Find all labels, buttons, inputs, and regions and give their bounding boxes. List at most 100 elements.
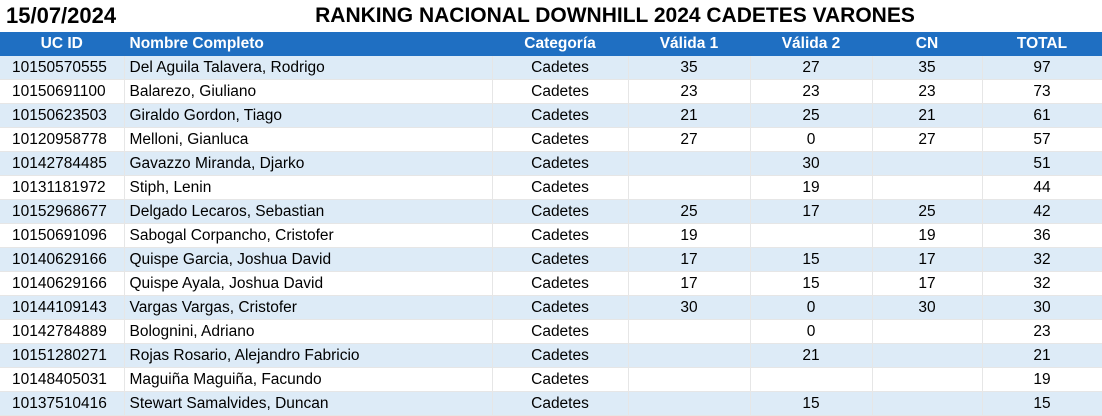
cell-categoria[interactable]: Cadetes [492,271,629,296]
header-categoria[interactable]: Categoría [492,32,629,56]
cell-uc-id[interactable]: 10140629166 [0,247,125,272]
cell-uc-id[interactable]: 10151280271 [0,343,125,368]
cell-cn[interactable]: 35 [872,56,983,80]
cell-nombre[interactable]: Quispe Ayala, Joshua David [124,271,493,296]
header-total[interactable]: TOTAL [982,32,1102,56]
cell-nombre[interactable]: Balarezo, Giuliano [124,79,493,104]
cell-valida-1[interactable] [628,343,751,368]
cell-cn[interactable]: 21 [872,103,983,128]
cell-cn[interactable]: 19 [872,223,983,248]
cell-nombre[interactable]: Delgado Lecaros, Sebastian [124,199,493,224]
cell-cn[interactable] [872,367,983,392]
cell-valida-2[interactable]: 25 [750,103,873,128]
cell-uc-id[interactable]: 10152968677 [0,199,125,224]
cell-total[interactable]: 57 [982,127,1102,152]
header-valida-2[interactable]: Válida 2 [750,32,873,56]
cell-valida-1[interactable] [628,319,751,344]
cell-valida-1[interactable] [628,175,751,200]
cell-categoria[interactable]: Cadetes [492,103,629,128]
cell-total[interactable]: 32 [982,271,1102,296]
cell-categoria[interactable]: Cadetes [492,223,629,248]
cell-cn[interactable] [872,343,983,368]
cell-nombre[interactable]: Bolognini, Adriano [124,319,493,344]
cell-total[interactable]: 23 [982,319,1102,344]
cell-valida-1[interactable]: 30 [628,295,751,320]
cell-valida-1[interactable]: 17 [628,271,751,296]
cell-total[interactable]: 61 [982,103,1102,128]
cell-valida-1[interactable]: 23 [628,79,751,104]
cell-categoria[interactable]: Cadetes [492,151,629,176]
cell-valida-2[interactable]: 27 [750,56,873,80]
cell-uc-id[interactable]: 10140629166 [0,271,125,296]
header-nombre[interactable]: Nombre Completo [124,32,493,56]
cell-nombre[interactable]: Sabogal Corpancho, Cristofer [124,223,493,248]
cell-total[interactable]: 32 [982,247,1102,272]
cell-valida-2[interactable]: 30 [750,151,873,176]
cell-valida-1[interactable]: 17 [628,247,751,272]
header-uc-id[interactable]: UC ID [0,32,125,56]
cell-uc-id[interactable]: 10150691100 [0,79,125,104]
cell-valida-1[interactable]: 35 [628,56,751,80]
cell-valida-1[interactable] [628,151,751,176]
cell-uc-id[interactable]: 10150623503 [0,103,125,128]
cell-categoria[interactable]: Cadetes [492,295,629,320]
cell-valida-2[interactable]: 17 [750,199,873,224]
cell-total[interactable]: 36 [982,223,1102,248]
cell-valida-1[interactable]: 27 [628,127,751,152]
cell-nombre[interactable]: Del Aguila Talavera, Rodrigo [124,56,493,80]
cell-valida-2[interactable]: 0 [750,319,873,344]
cell-categoria[interactable]: Cadetes [492,56,629,80]
cell-cn[interactable] [872,391,983,416]
cell-valida-1[interactable]: 25 [628,199,751,224]
cell-valida-2[interactable]: 19 [750,175,873,200]
cell-valida-2[interactable]: 0 [750,127,873,152]
cell-total[interactable]: 44 [982,175,1102,200]
cell-uc-id[interactable]: 10120958778 [0,127,125,152]
cell-categoria[interactable]: Cadetes [492,79,629,104]
cell-uc-id[interactable]: 10142784485 [0,151,125,176]
cell-uc-id[interactable]: 10137510416 [0,391,125,416]
cell-cn[interactable] [872,151,983,176]
cell-valida-1[interactable] [628,367,751,392]
cell-nombre[interactable]: Stiph, Lenin [124,175,493,200]
cell-cn[interactable] [872,175,983,200]
cell-categoria[interactable]: Cadetes [492,127,629,152]
cell-categoria[interactable]: Cadetes [492,199,629,224]
cell-cn[interactable]: 27 [872,127,983,152]
cell-nombre[interactable]: Melloni, Gianluca [124,127,493,152]
cell-total[interactable]: 21 [982,343,1102,368]
cell-nombre[interactable]: Giraldo Gordon, Tiago [124,103,493,128]
cell-categoria[interactable]: Cadetes [492,367,629,392]
cell-valida-2[interactable] [750,223,873,248]
cell-cn[interactable] [872,319,983,344]
cell-total[interactable]: 73 [982,79,1102,104]
cell-valida-1[interactable]: 21 [628,103,751,128]
cell-cn[interactable]: 23 [872,79,983,104]
cell-cn[interactable]: 25 [872,199,983,224]
cell-total[interactable]: 30 [982,295,1102,320]
cell-valida-2[interactable]: 15 [750,271,873,296]
cell-total[interactable]: 15 [982,391,1102,416]
cell-uc-id[interactable]: 10150691096 [0,223,125,248]
cell-uc-id[interactable]: 10142784889 [0,319,125,344]
cell-categoria[interactable]: Cadetes [492,343,629,368]
cell-nombre[interactable]: Gavazzo Miranda, Djarko [124,151,493,176]
cell-categoria[interactable]: Cadetes [492,247,629,272]
cell-total[interactable]: 97 [982,56,1102,80]
cell-cn[interactable]: 17 [872,271,983,296]
header-valida-1[interactable]: Válida 1 [628,32,751,56]
cell-uc-id[interactable]: 10148405031 [0,367,125,392]
cell-valida-2[interactable]: 15 [750,391,873,416]
cell-cn[interactable]: 17 [872,247,983,272]
header-cn[interactable]: CN [872,32,983,56]
cell-total[interactable]: 19 [982,367,1102,392]
cell-nombre[interactable]: Stewart Samalvides, Duncan [124,391,493,416]
cell-uc-id[interactable]: 10144109143 [0,295,125,320]
cell-valida-1[interactable] [628,391,751,416]
cell-uc-id[interactable]: 10131181972 [0,175,125,200]
cell-cn[interactable]: 30 [872,295,983,320]
cell-nombre[interactable]: Maguiña Maguiña, Facundo [124,367,493,392]
cell-nombre[interactable]: Rojas Rosario, Alejandro Fabricio [124,343,493,368]
cell-total[interactable]: 42 [982,199,1102,224]
cell-uc-id[interactable]: 10150570555 [0,56,125,80]
